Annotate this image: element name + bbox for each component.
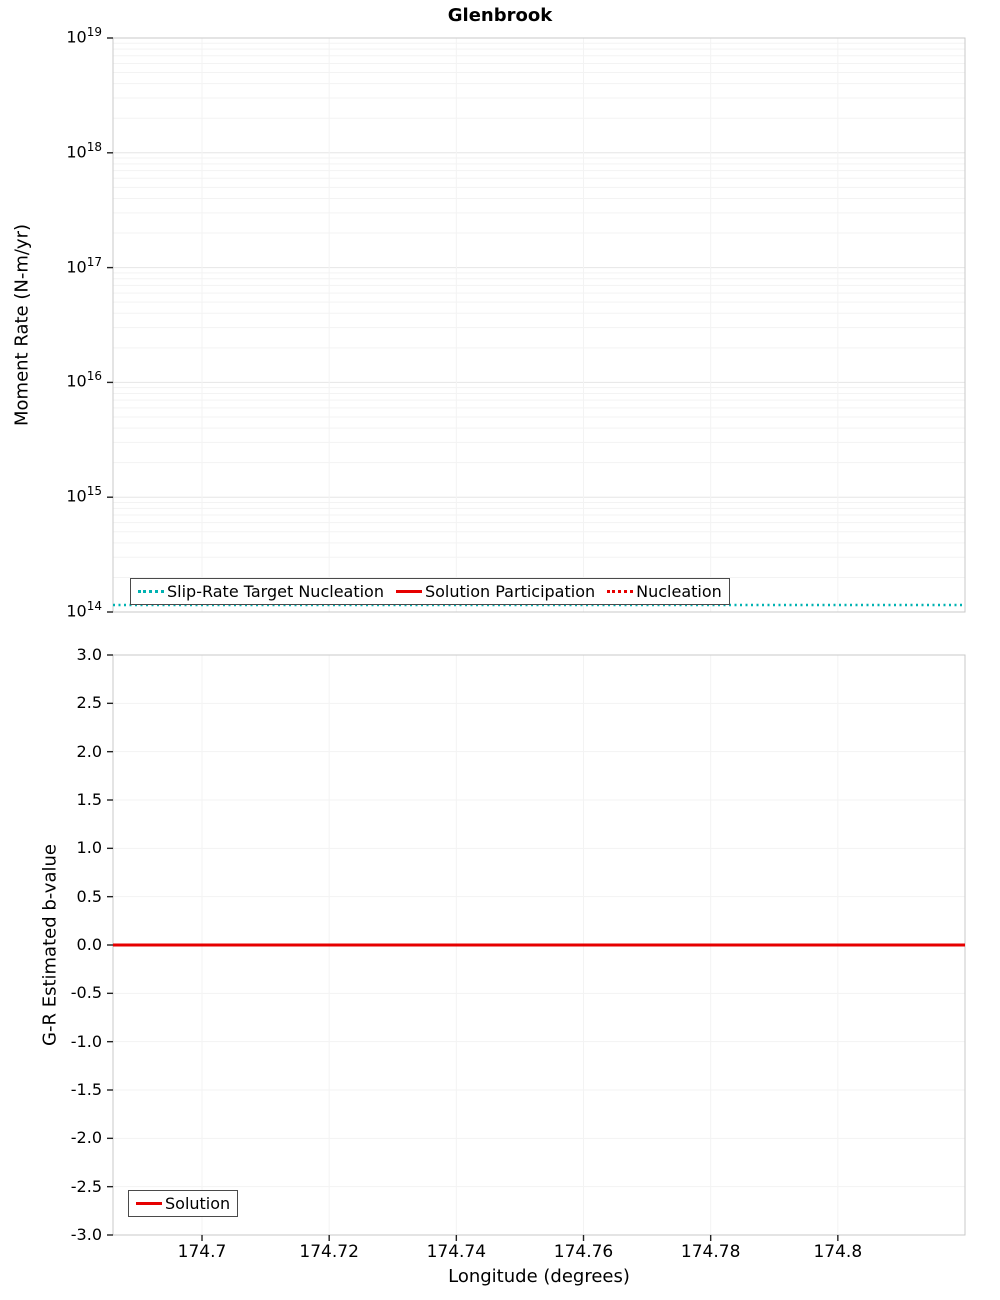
legend-item: Solution [136, 1194, 230, 1213]
y-tick-label: 1014 [66, 599, 102, 621]
y-tick-label: -1.5 [70, 1080, 102, 1099]
y-tick-label: 1018 [66, 139, 102, 162]
legend-bottom: Solution [128, 1190, 239, 1217]
y-tick-label: 1016 [66, 369, 102, 391]
y-tick-label: 1.5 [76, 790, 102, 809]
x-tick-label: 174.72 [299, 1242, 359, 1262]
solid-line-swatch [395, 590, 422, 593]
y-tick-label: 1.0 [76, 838, 102, 858]
x-axis-label: Longitude (degrees) [448, 1266, 630, 1287]
legend-item: Slip-Rate Target Nucleation [138, 582, 384, 601]
y-tick-label: -0.5 [70, 983, 102, 1003]
y-tick-label: -2.5 [70, 1176, 102, 1196]
x-tick-label: 174.8 [813, 1242, 863, 1262]
legend-item: Nucleation [607, 582, 722, 601]
y-tick-label: 2.5 [76, 693, 102, 713]
x-tick-label: 174.78 [680, 1242, 741, 1262]
y-tick-label: 1015 [66, 484, 102, 506]
solid-line-swatch [136, 1202, 162, 1205]
y-tick-label: -2.0 [70, 1128, 102, 1148]
y-tick-label: 0.0 [76, 935, 102, 954]
legend-label: Solution [165, 1194, 231, 1213]
y-tick-label: -1.0 [70, 1031, 102, 1051]
y-tick-label: 3.0 [76, 645, 102, 664]
legend-label: Solution Participation [424, 582, 596, 601]
x-tick-label: 174.76 [553, 1242, 614, 1262]
x-tick-label: 174.7 [177, 1242, 227, 1262]
legend-label: Nucleation [636, 582, 722, 601]
legend-top: Slip-Rate Target Nucleation Solution Part… [130, 578, 730, 605]
y-axis-label-moment-rate: Moment Rate (N-m/yr) [11, 224, 33, 426]
x-tick-label: 174.74 [426, 1242, 487, 1262]
chart-title: Glenbrook [447, 5, 553, 26]
y-tick-label: 1019 [66, 25, 102, 47]
y-tick-label: 0.5 [76, 886, 102, 906]
y-tick-label: 2.0 [76, 741, 102, 761]
y-tick-label: 1017 [66, 254, 102, 276]
dotted-line-swatch [138, 590, 164, 593]
y-tick-label: -3.0 [70, 1225, 102, 1244]
plot-frame-top [112, 37, 966, 613]
dotted-line-swatch [607, 590, 634, 593]
legend-label: Slip-Rate Target Nucleation [167, 582, 384, 601]
legend-item: Solution Participation [395, 582, 596, 601]
